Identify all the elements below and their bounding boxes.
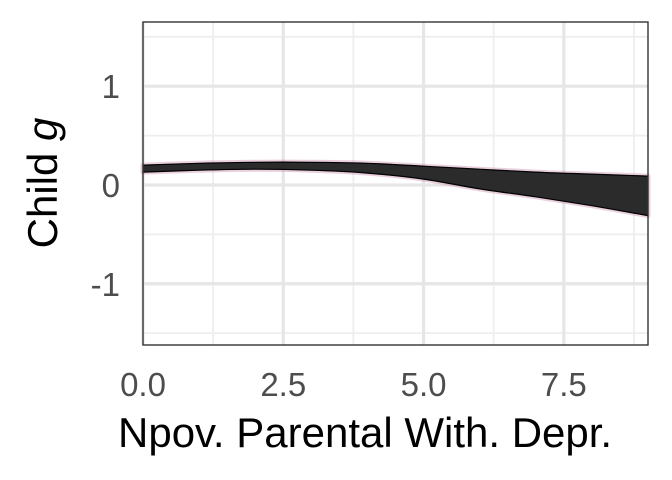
x-axis-ticks: 0.0 2.5 5.0 7.5	[120, 366, 587, 403]
y-axis-title-prefix: Child	[19, 141, 66, 248]
y-axis-title: Child g	[19, 118, 66, 249]
x-tick-label: 2.5	[260, 366, 306, 403]
band-layer	[140, 159, 651, 219]
y-axis-title-var: g	[19, 118, 66, 141]
y-axis-ticks: -1 0 1	[91, 68, 120, 303]
band-lower-edge	[142, 168, 649, 217]
y-tick-label: 0	[102, 167, 120, 204]
y-tick-label: 1	[102, 68, 120, 105]
x-tick-label: 5.0	[401, 366, 447, 403]
confidence-band	[143, 162, 648, 216]
band-upper-edge	[142, 161, 649, 177]
panel-border	[142, 21, 649, 346]
x-tick-label: 0.0	[120, 366, 166, 403]
x-tick-label: 7.5	[541, 366, 587, 403]
y-tick-label: -1	[91, 266, 120, 303]
x-axis-title: Npov. Parental With. Depr.	[118, 409, 612, 456]
